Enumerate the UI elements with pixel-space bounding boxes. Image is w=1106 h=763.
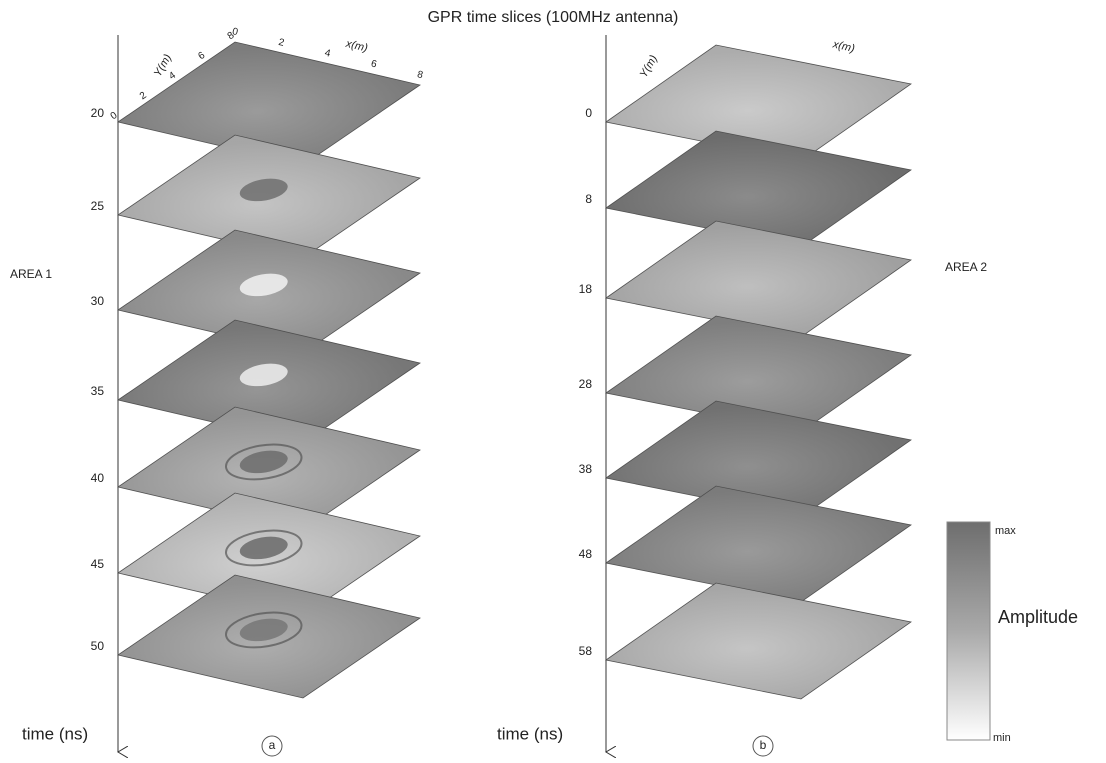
slice-time-label: 28 [579, 377, 593, 391]
x-tick-label: 4 [324, 48, 332, 60]
time-slice [606, 131, 911, 247]
time-slice [606, 221, 911, 337]
x-axis-title: x(m) [831, 38, 856, 55]
y-tick-label: 4 [167, 70, 178, 82]
x-tick-label: 6 [370, 58, 378, 70]
x-axis-title: x(m) [344, 38, 369, 55]
slice-time-label: 0 [585, 106, 592, 120]
anomaly-ring [211, 439, 317, 485]
time-slice [606, 486, 911, 602]
slice-time-label: 25 [91, 199, 105, 213]
slice-time-label: 35 [91, 384, 105, 398]
time-axis-title: time (ns) [22, 724, 88, 743]
colorbar-min: min [993, 732, 1011, 744]
y-tick-label: 6 [196, 50, 207, 62]
anomaly-ring [211, 525, 317, 571]
y-tick-label: 8 [226, 30, 237, 42]
slice-time-label: 30 [91, 294, 105, 308]
slice-texture [606, 486, 911, 602]
time-slice [118, 230, 420, 353]
slice-time-label: 38 [579, 462, 593, 476]
slice-time-label: 58 [579, 644, 593, 658]
colorbar-max: max [995, 525, 1016, 537]
y-axis-title: Y(m) [638, 53, 660, 80]
y-tick-label: 2 [138, 90, 149, 102]
slice-texture [606, 221, 911, 337]
area-label: AREA 1 [10, 267, 52, 281]
slice-time-label: 50 [91, 639, 105, 653]
x-tick-label: 8 [416, 69, 424, 81]
time-slice [118, 42, 420, 165]
slice-texture [606, 316, 911, 432]
area-label: AREA 2 [945, 260, 987, 274]
anomaly-ring [211, 607, 317, 653]
slice-time-label: 45 [91, 557, 105, 571]
anomaly [239, 273, 288, 297]
slice-texture [606, 583, 911, 699]
time-slice [118, 320, 420, 443]
anomaly [239, 618, 288, 642]
x-tick-label: 2 [277, 37, 285, 49]
slice-texture [118, 42, 420, 165]
slice-time-label: 48 [579, 547, 593, 561]
panel-label: a [269, 738, 276, 752]
slice-texture [606, 45, 911, 161]
colorbar-label: Amplitude [998, 607, 1078, 627]
slice-texture [606, 131, 911, 247]
slice-time-label: 40 [91, 471, 105, 485]
time-slice [118, 135, 420, 258]
time-slice [118, 575, 420, 698]
slice-time-label: 18 [579, 282, 593, 296]
slice-time-label: 8 [585, 192, 592, 206]
slice-time-label: 20 [91, 106, 105, 120]
time-slice [118, 493, 420, 616]
anomaly [239, 450, 288, 474]
slice-texture [606, 401, 911, 517]
y-tick-label: 0 [109, 110, 120, 122]
panel-label: b [760, 738, 767, 752]
title: GPR time slices (100MHz antenna) [428, 9, 679, 26]
time-slice [118, 407, 420, 530]
panel-badge [261, 735, 283, 757]
colorbar [946, 521, 991, 741]
anomaly [239, 363, 288, 387]
time-slice [606, 583, 911, 699]
panel-badge [752, 735, 774, 757]
anomaly [239, 178, 288, 202]
anomaly [239, 536, 288, 560]
time-axis-title: time (ns) [497, 724, 563, 743]
x-tick-label: 0 [231, 26, 239, 38]
